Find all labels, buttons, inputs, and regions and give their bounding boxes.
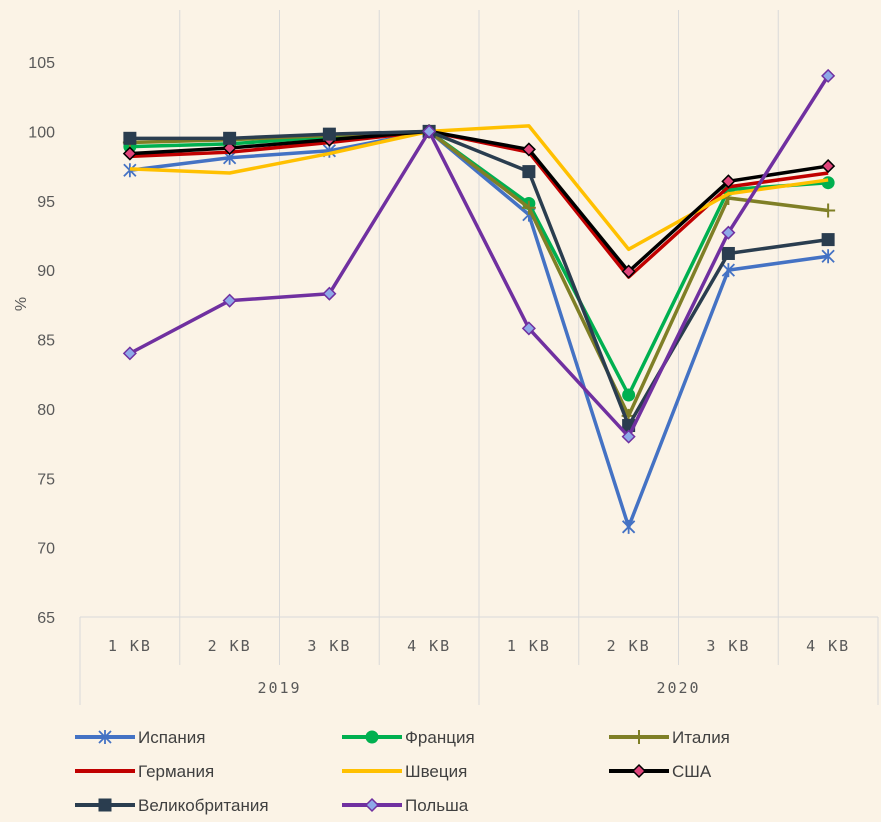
legend-label: Германия [138,762,214,781]
series-1 [123,124,835,534]
x-tick-label: 2 КВ [208,637,252,655]
legend-entry: США [609,762,712,781]
y-tick-label: 105 [28,55,55,72]
legend-marker [632,730,646,744]
legend: Испания Франция Италия Германия Швеция США Вел… [75,728,730,815]
x-tick-label: 1 КВ [108,637,152,655]
x-tick-label: 2 КВ [607,637,651,655]
series-8 [122,68,836,444]
data-point [521,142,536,157]
legend-entry: Германия [75,762,214,781]
data-point [621,429,636,444]
legend-label: Великобритания [138,796,269,815]
y-axis-label: % [13,297,30,311]
axis-layer: 65 70 75 80 85 90 95 100 105% 1 КВ 2 КВ 3 КВ 4 КВ 1 К… [13,55,879,705]
data-point [123,131,137,145]
data-point [721,174,736,189]
y-tick-label: 80 [37,402,55,419]
series-layer [122,68,836,534]
data-point [821,203,836,218]
series-line [129,129,829,274]
legend-entry: Франция [342,728,475,747]
legend-label: Франция [405,728,475,747]
x-group-label: 2019 [257,679,301,697]
data-point [721,225,736,240]
data-point [122,346,137,361]
x-tick-label: 3 КВ [307,637,351,655]
data-point [821,233,835,247]
legend-marker [98,798,112,812]
legend-marker [98,730,112,744]
series-6 [122,124,836,279]
x-group-label: 2020 [656,679,700,697]
legend-marker [365,730,379,744]
x-tick-label: 3 КВ [706,637,750,655]
legend-label: Испания [138,728,205,747]
legend-entry: Италия [609,728,730,747]
series-line [129,124,829,252]
series-5 [129,124,829,252]
x-tick-label: 4 КВ [407,637,451,655]
series-7 [123,124,835,433]
data-point [122,146,137,161]
y-tick-label: 100 [28,124,55,141]
data-point [222,140,237,156]
data-point [222,293,237,308]
legend-label: Польша [405,796,469,815]
y-tick-label: 70 [37,541,55,558]
series-line [129,129,829,428]
data-point [821,176,835,190]
data-point [821,68,836,83]
legend-marker [631,763,647,779]
data-point [821,249,835,264]
legend-marker [364,797,380,813]
y-tick-label: 90 [37,263,55,280]
data-point [223,131,237,145]
data-point [821,159,836,174]
data-point [522,165,536,179]
legend-entry: Великобритания [75,796,269,815]
data-point [521,200,536,215]
data-point [621,264,636,279]
data-point [322,286,337,301]
x-tick-label: 1 КВ [507,637,551,655]
legend-entry: Швеция [342,762,467,781]
legend-label: Италия [672,728,730,747]
legend-entry: Польша [342,796,469,815]
data-point [721,246,735,260]
data-point [721,263,736,278]
y-tick-label: 95 [37,194,55,211]
y-tick-label: 75 [37,471,55,488]
series-line [129,129,829,529]
y-tick-label: 85 [37,333,55,350]
data-point [521,321,536,336]
series-line [129,74,830,439]
data-point [622,388,636,402]
data-point [422,124,437,139]
x-tick-label: 4 КВ [806,637,850,655]
data-point [322,127,336,141]
data-point [621,519,636,534]
legend-label: Швеция [405,762,467,781]
y-tick-label: 65 [37,610,55,627]
legend-entry: Испания [75,728,205,747]
legend-label: США [672,762,712,781]
